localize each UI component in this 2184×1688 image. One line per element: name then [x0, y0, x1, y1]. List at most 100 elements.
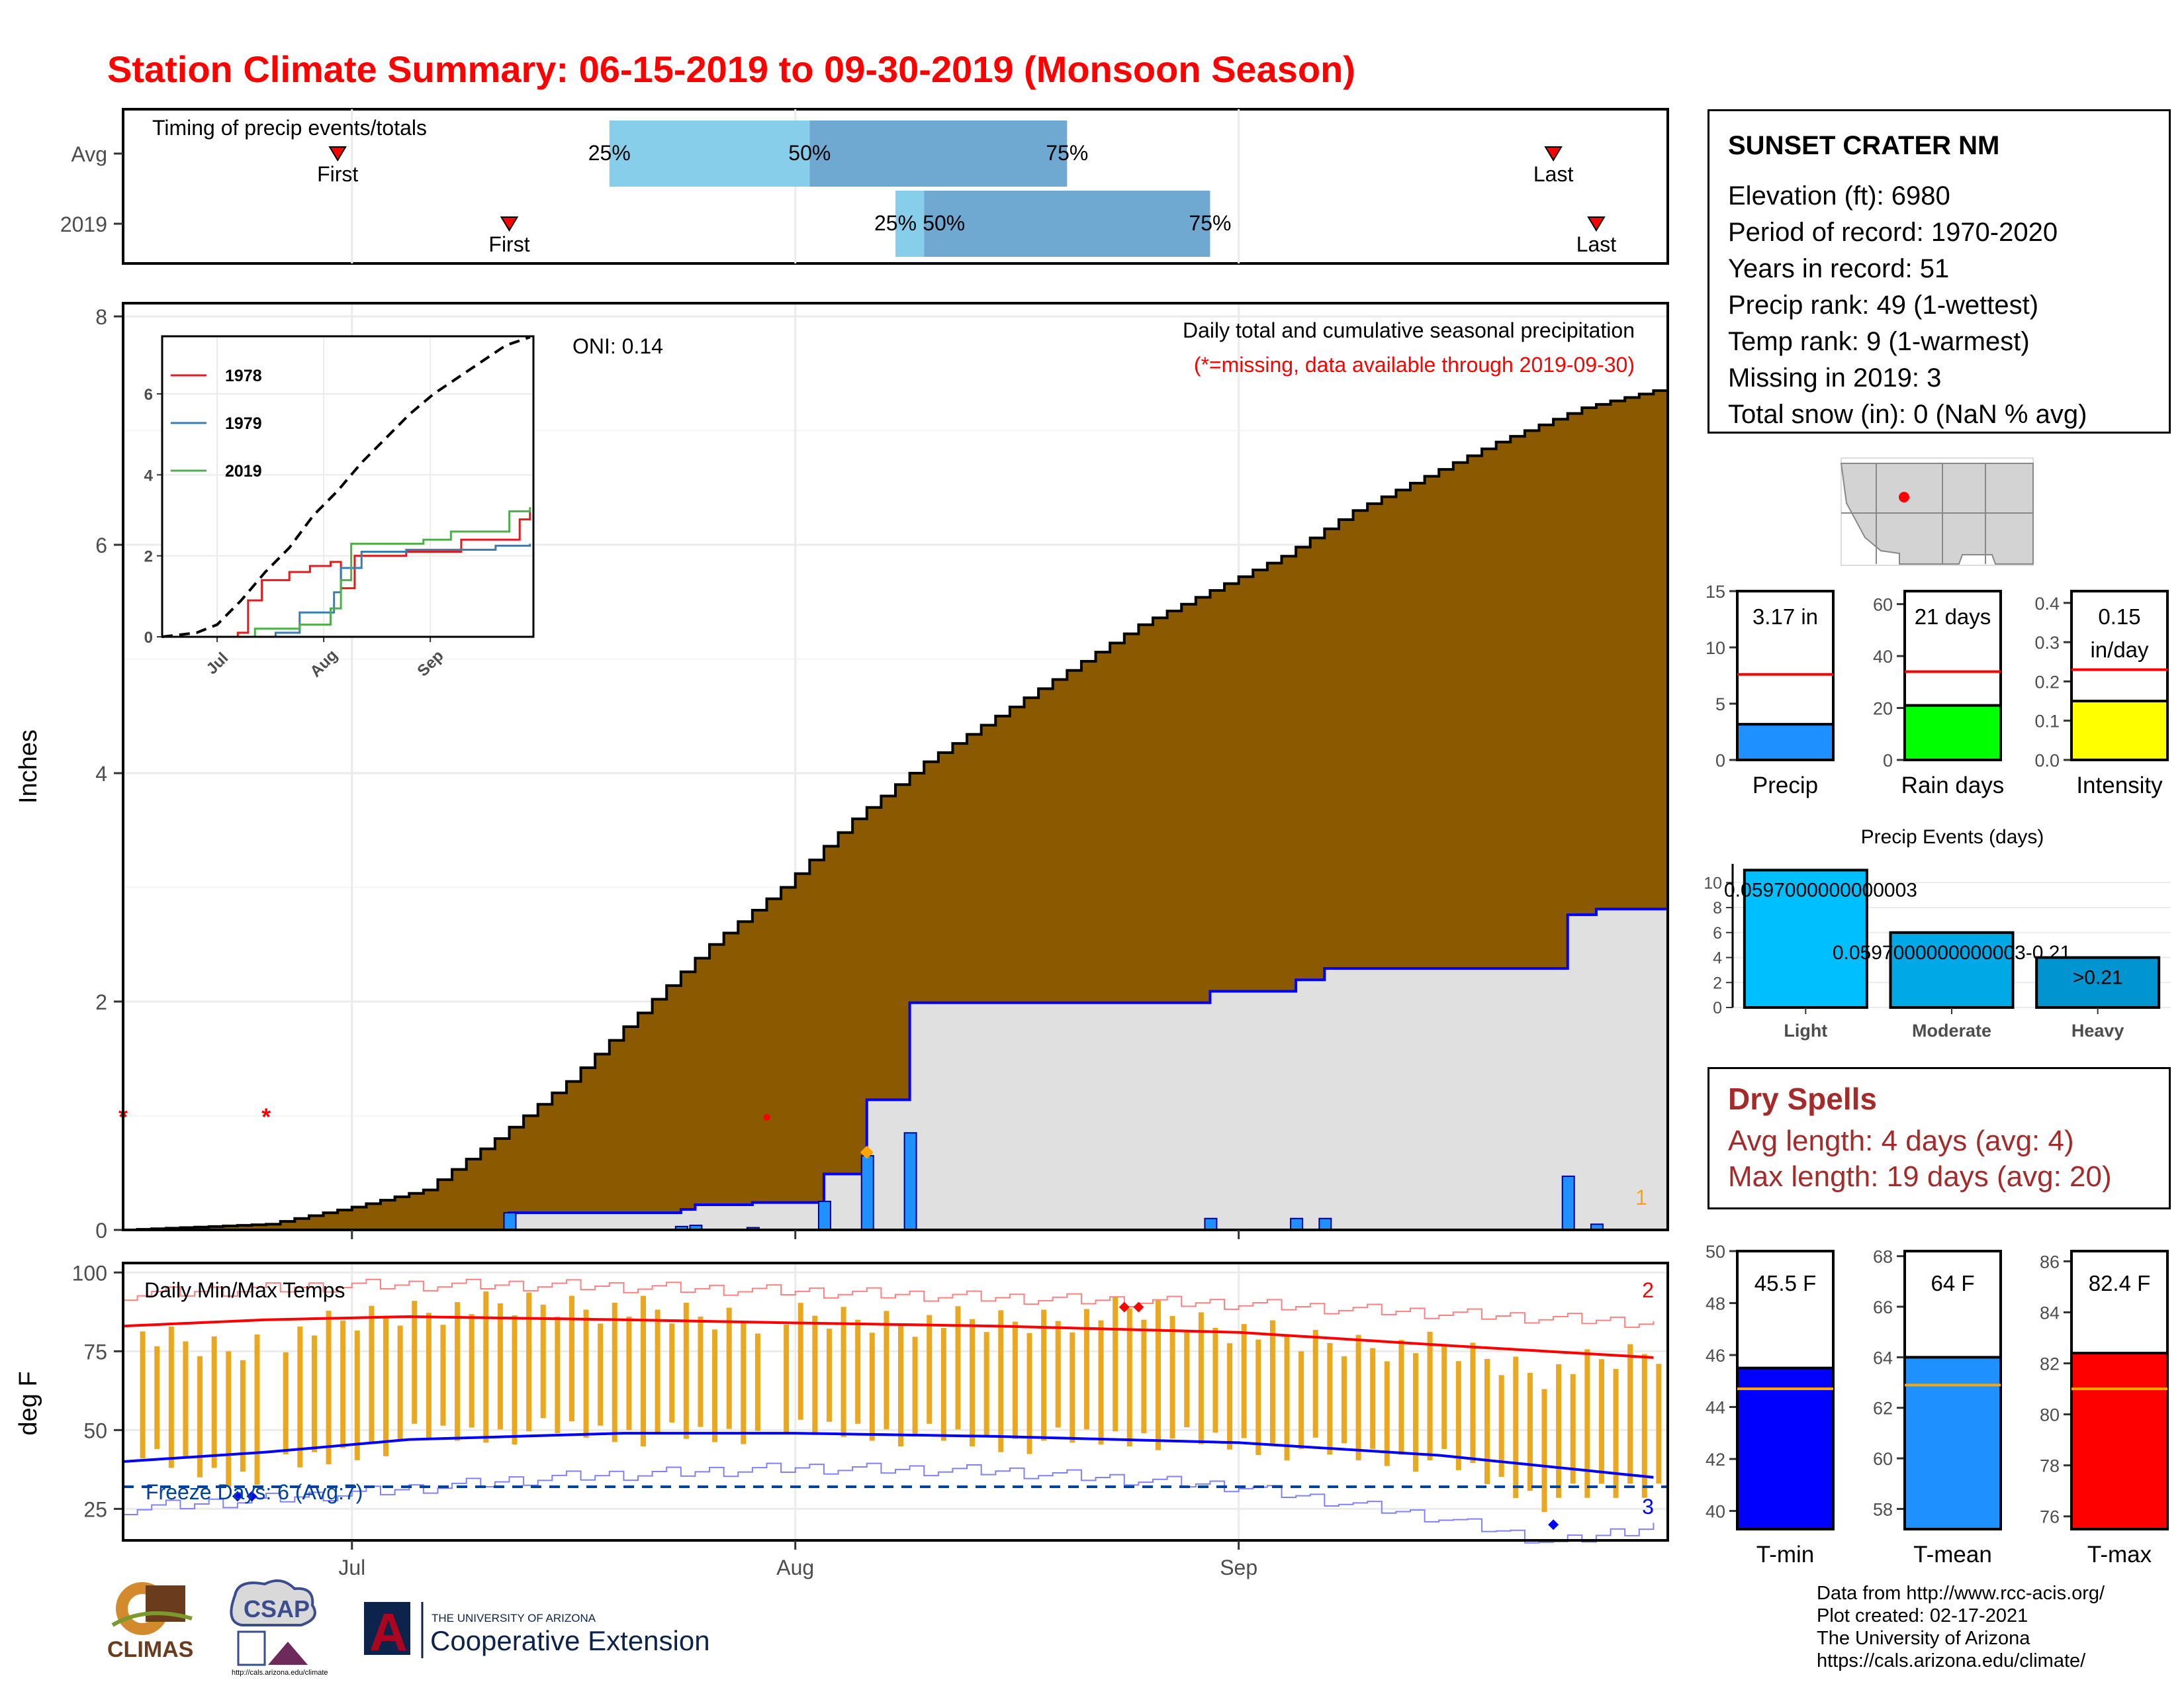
- tmax-bar-category-label: T-max: [2087, 1542, 2152, 1568]
- daily-temp-range-bar: [626, 1316, 632, 1430]
- inset-series-line-1979: [162, 543, 531, 638]
- dry-spells-avg: Avg length: 4 days (avg: 4): [1728, 1125, 2074, 1157]
- temps-title: Daily Min/Max Temps: [144, 1278, 345, 1302]
- inset-series-line-1978: [162, 511, 531, 638]
- daily-temp-range-bar: [555, 1316, 561, 1434]
- tmax-bar-ytick-label: 76: [2040, 1507, 2060, 1527]
- inset-average-line: [161, 336, 531, 638]
- inset-ytick-label: 0: [144, 629, 153, 647]
- info-years: Years in record: 51: [1728, 254, 1950, 283]
- tmin-bar-bar: [1736, 1366, 1835, 1530]
- temps-frame: [122, 1262, 1669, 1542]
- tmean-bar-value-label: 64 F: [1931, 1271, 1974, 1295]
- temps-ytick-label: 25: [83, 1497, 107, 1521]
- events-category-label: Light: [1784, 1021, 1827, 1041]
- daily-temp-range-bar: [683, 1302, 689, 1439]
- daily-temp-range-bar: [1370, 1348, 1376, 1449]
- csap-logo: CSAP http://cals.arizona.edu/climate: [230, 1579, 328, 1677]
- inset-legend-label-1978: 1978: [225, 367, 262, 385]
- tmax-bar-ytick-label: 84: [2040, 1303, 2060, 1323]
- daily-temp-range-bar: [1269, 1320, 1275, 1444]
- daily-temp-range-bar: [754, 1333, 760, 1431]
- daily-precip-bar: [1204, 1217, 1218, 1231]
- timing-p25-label: 25%: [588, 141, 631, 165]
- daily-temp-range-bar: [369, 1305, 375, 1444]
- daily-temp-range-bar: [1355, 1335, 1361, 1461]
- intensity-bar-bar: [2070, 700, 2169, 761]
- timing-last-marker: [1544, 146, 1563, 162]
- intensity-bar-ytick-label: 0.1: [2034, 712, 2060, 731]
- main-missing-note: (*=missing, data available through 2019-…: [1194, 353, 1635, 377]
- daily-temp-range-bar: [955, 1306, 961, 1430]
- csap-url-text: http://cals.arizona.edu/climate: [232, 1669, 328, 1677]
- daily-temp-range-bar: [254, 1334, 260, 1485]
- main-ytick-label: 6: [95, 534, 107, 557]
- dry-spells-title: Dry Spells: [1728, 1082, 1877, 1116]
- daily-temp-range-bar: [1613, 1369, 1619, 1498]
- timing-last-label: Last: [1576, 232, 1617, 256]
- daily-temp-range-bar: [841, 1307, 846, 1437]
- daily-temp-range-bar: [1055, 1321, 1061, 1428]
- timing-first-label: First: [317, 162, 358, 186]
- events-bar-label-moderate: 0.0597000000000003-0.21: [1833, 942, 2071, 964]
- timing-last-label: Last: [1533, 162, 1574, 186]
- ua-logo: A THE UNIVERSITY OF ARIZONA Cooperative …: [364, 1602, 710, 1662]
- daily-temp-range-bar: [183, 1341, 189, 1459]
- daily-temp-range-bar: [612, 1302, 617, 1442]
- timing-p75-label: 75%: [1046, 141, 1088, 165]
- daily-temp-range-bar: [469, 1314, 475, 1428]
- daily-temp-range-bar: [641, 1295, 646, 1447]
- credits-university: The University of Arizona: [1817, 1628, 2030, 1649]
- daily-temp-range-bar: [383, 1315, 388, 1456]
- daily-temp-range-bar: [669, 1323, 675, 1423]
- daily-temp-range-bar: [1041, 1309, 1047, 1441]
- daily-temp-range-bar: [1413, 1353, 1418, 1472]
- station-name: SUNSET CRATER NM: [1728, 131, 2000, 160]
- main-ylabel: Inches: [15, 729, 42, 804]
- info-precip-rank: Precip rank: 49 (1-wettest): [1728, 291, 2039, 320]
- daily-temp-range-bar: [1212, 1327, 1218, 1433]
- daily-temp-range-bar: [354, 1331, 360, 1460]
- daily-temp-range-bar: [340, 1321, 346, 1448]
- timing-title: Timing of precip events/totals: [152, 116, 427, 140]
- daily-temp-range-bar: [712, 1329, 718, 1442]
- daily-temp-range-bar: [412, 1301, 418, 1424]
- daily-temp-range-bar: [1570, 1374, 1576, 1484]
- tmin-bar-category-label: T-min: [1756, 1542, 1815, 1568]
- daily-temp-range-bar: [1513, 1356, 1519, 1499]
- tmean-bar-ytick-label: 60: [1873, 1449, 1893, 1469]
- avg-min-line: [122, 1432, 1654, 1479]
- intensity-bar-ytick-label: 0.0: [2034, 751, 2060, 771]
- inset-series-line-2019: [162, 507, 531, 638]
- tmin-bar-ytick-label: 44: [1706, 1398, 1725, 1418]
- daily-temp-range-bar: [583, 1309, 589, 1438]
- tmean-bar-ytick-label: 66: [1873, 1297, 1893, 1317]
- daily-temp-range-bar: [226, 1351, 232, 1487]
- events-ytick-label: 4: [1713, 949, 1722, 968]
- raindays-bar-value-label: 21 days: [1915, 604, 1991, 629]
- events-ytick-label: 10: [1704, 874, 1722, 892]
- intensity-bar-category-label: Intensity: [2076, 773, 2163, 798]
- tmin-bar-ytick-label: 40: [1706, 1502, 1725, 1522]
- daily-temp-range-bar: [598, 1323, 604, 1426]
- daily-temp-range-bar: [297, 1327, 303, 1468]
- temps-ytick-label: 75: [83, 1340, 107, 1364]
- daily-temp-range-bar: [497, 1303, 503, 1430]
- dry-spells-box: Dry Spells Avg length: 4 days (avg: 4) M…: [1707, 1067, 2171, 1209]
- timing-quartile-box: [895, 191, 925, 257]
- main-ytick-label: 0: [95, 1219, 107, 1243]
- daily-temp-range-bar: [1284, 1335, 1290, 1461]
- daily-temp-range-bar: [440, 1325, 446, 1426]
- record-high-mark: [1118, 1301, 1130, 1313]
- raindays-bar-ytick-label: 40: [1873, 647, 1893, 667]
- daily-temp-range-bar: [912, 1336, 918, 1435]
- precip-events-chart: Precip Events (days) 0 2 4 6 8 10 Light 0.059700…: [1704, 826, 2171, 1041]
- daily-temp-range-bar: [1327, 1342, 1333, 1455]
- timing-median-box: [809, 120, 1068, 187]
- daily-temp-range-bar: [1584, 1349, 1590, 1498]
- daily-temp-range-bar: [455, 1302, 461, 1441]
- daily-temp-range-bar: [1484, 1358, 1490, 1484]
- missing-day-marker: •: [762, 1103, 771, 1131]
